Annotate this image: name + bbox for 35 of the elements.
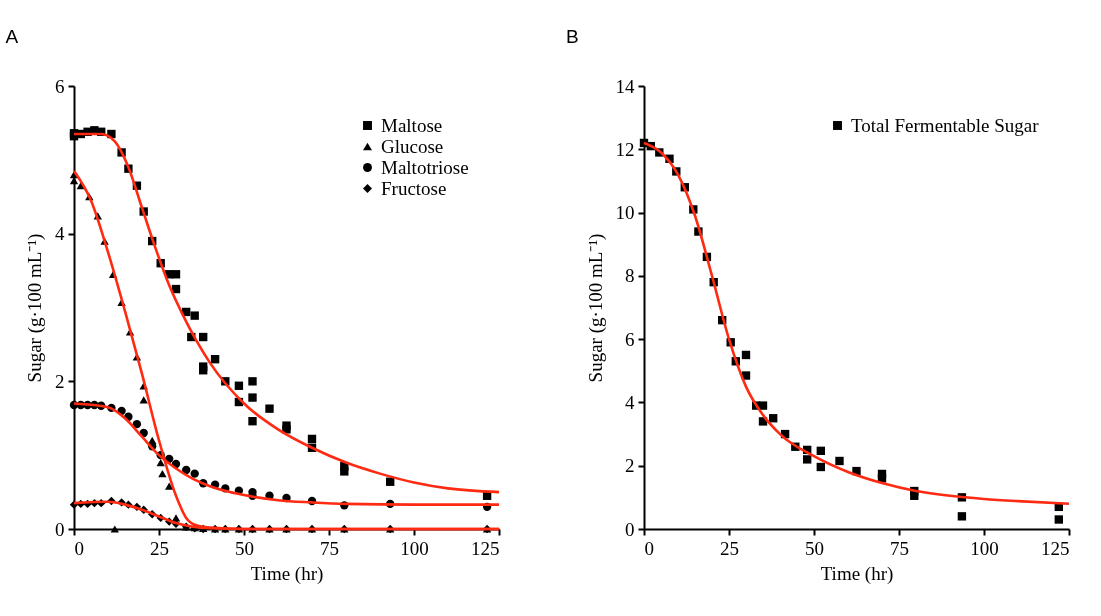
x-tick-label: 75: [890, 537, 909, 559]
chart-title: B: [566, 26, 579, 47]
x-axis-title: Time (hr): [820, 562, 894, 585]
x-tick-label: 0: [644, 537, 654, 559]
y-tick-label: 14: [615, 75, 635, 97]
y-tick-label: 2: [625, 455, 635, 477]
y-tick-label: 12: [615, 138, 635, 160]
legend-label: Fructose: [381, 177, 447, 199]
x-tick-label: 50: [805, 537, 824, 559]
x-tick-label: 25: [150, 537, 169, 559]
x-tick-label: 75: [320, 537, 339, 559]
y-axis-title: Sugar (g·100 mL⁻¹): [24, 233, 46, 383]
legend-label: Total Fermentable Sugar: [851, 114, 1040, 136]
x-tick-label: 100: [970, 537, 999, 559]
x-tick-label: 125: [471, 537, 500, 559]
x-tick-label: 0: [74, 537, 84, 559]
y-axis-title: Sugar (g·100 mL⁻¹): [584, 233, 607, 383]
legend-label: Maltose: [381, 114, 443, 136]
x-axis-title: Time (hr): [250, 562, 324, 585]
x-tick-label: 50: [235, 537, 254, 559]
y-tick-label: 8: [625, 265, 635, 287]
y-tick-label: 4: [55, 223, 65, 245]
y-tick-label: 0: [55, 518, 65, 540]
y-tick-label: 4: [625, 391, 635, 413]
legend-label: Maltotriose: [381, 156, 469, 178]
y-tick-label: 10: [615, 202, 635, 224]
x-tick-label: 25: [720, 537, 739, 559]
x-tick-label: 100: [400, 537, 429, 559]
y-tick-label: 0: [625, 518, 635, 540]
x-tick-label: 125: [1041, 537, 1070, 559]
chart-title: A: [5, 26, 19, 47]
y-tick-label: 2: [55, 370, 65, 392]
y-tick-label: 6: [55, 75, 65, 97]
legend-label: Glucose: [381, 135, 444, 157]
y-tick-label: 6: [625, 328, 635, 350]
